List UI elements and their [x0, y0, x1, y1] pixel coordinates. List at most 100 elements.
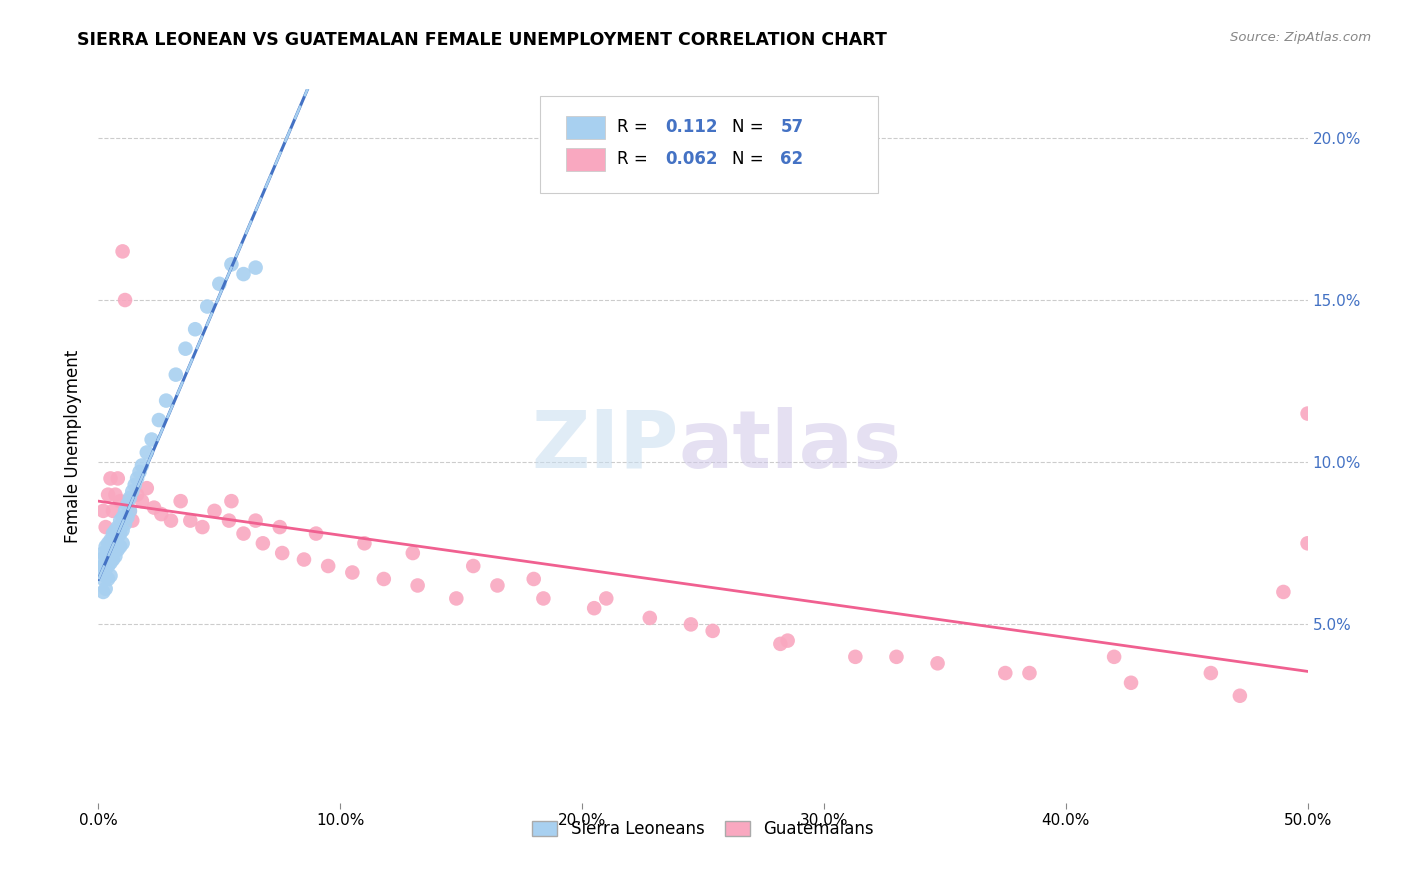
Point [114, 293, 136, 307]
Point [104, 488, 127, 502]
Point [101, 504, 124, 518]
Point [107, 520, 129, 534]
Point [292, 552, 315, 566]
Point [100, 542, 122, 557]
Point [127, 488, 149, 502]
Point [1102, 649, 1125, 664]
Text: 57: 57 [780, 118, 803, 136]
Point [769, 637, 792, 651]
Point [90, 552, 112, 566]
Point [97, 546, 120, 560]
Point [583, 601, 606, 615]
Point [155, 393, 177, 408]
Point [111, 536, 134, 550]
Point [1272, 585, 1295, 599]
Point [91, 546, 114, 560]
Text: R =: R = [617, 150, 654, 168]
Point [94, 520, 117, 534]
Point [101, 552, 124, 566]
Point [101, 526, 124, 541]
Point [316, 559, 339, 574]
Point [406, 578, 429, 592]
Point [1296, 536, 1319, 550]
Point [100, 556, 122, 570]
Point [1229, 689, 1251, 703]
Point [91, 572, 114, 586]
FancyBboxPatch shape [567, 116, 605, 139]
Point [208, 277, 231, 291]
Point [117, 494, 139, 508]
Text: N =: N = [733, 150, 769, 168]
Point [776, 633, 799, 648]
Point [232, 267, 254, 281]
Point [184, 322, 207, 336]
Point [195, 300, 218, 314]
Point [486, 578, 509, 592]
Point [107, 471, 129, 485]
Text: ZIP: ZIP [531, 407, 679, 485]
Point [638, 611, 661, 625]
Point [143, 500, 166, 515]
Point [91, 504, 114, 518]
FancyBboxPatch shape [540, 96, 879, 193]
Y-axis label: Female Unemployment: Female Unemployment [63, 350, 82, 542]
Point [353, 536, 375, 550]
Point [373, 572, 395, 586]
Point [135, 481, 157, 495]
Point [204, 504, 226, 518]
Point [91, 585, 114, 599]
Point [94, 582, 117, 596]
Point [108, 540, 131, 554]
Point [108, 494, 131, 508]
Point [1018, 666, 1040, 681]
Point [97, 559, 120, 574]
Point [221, 494, 243, 508]
Point [342, 566, 364, 580]
Point [269, 520, 291, 534]
Point [523, 572, 546, 586]
Point [117, 510, 139, 524]
Point [97, 572, 120, 586]
Point [108, 526, 131, 541]
Text: 0.112: 0.112 [665, 118, 718, 136]
Point [127, 471, 149, 485]
Point [221, 257, 243, 271]
Point [100, 533, 122, 547]
FancyBboxPatch shape [567, 148, 605, 171]
Point [844, 649, 866, 664]
Point [174, 342, 197, 356]
Point [124, 478, 146, 492]
Point [994, 666, 1017, 681]
Point [232, 526, 254, 541]
Point [111, 524, 134, 538]
Point [104, 536, 127, 550]
Point [121, 484, 143, 499]
Point [141, 433, 163, 447]
Point [1119, 675, 1142, 690]
Point [97, 536, 120, 550]
Point [245, 260, 267, 275]
Text: SIERRA LEONEAN VS GUATEMALAN FEMALE UNEMPLOYMENT CORRELATION CHART: SIERRA LEONEAN VS GUATEMALAN FEMALE UNEM… [77, 31, 887, 49]
Point [927, 657, 949, 671]
Point [104, 549, 127, 564]
Point [150, 507, 173, 521]
Point [128, 465, 150, 479]
Point [402, 546, 425, 560]
Point [135, 445, 157, 459]
Point [218, 514, 240, 528]
Point [271, 546, 294, 560]
Point [446, 591, 468, 606]
Point [121, 514, 143, 528]
Point [702, 624, 724, 638]
Point [101, 540, 124, 554]
Point [118, 504, 141, 518]
Point [114, 504, 136, 518]
Text: Source: ZipAtlas.com: Source: ZipAtlas.com [1230, 31, 1371, 45]
Text: N =: N = [733, 118, 769, 136]
Point [94, 559, 117, 574]
Text: atlas: atlas [679, 407, 901, 485]
Point [100, 568, 122, 582]
Point [679, 617, 702, 632]
Point [179, 514, 201, 528]
Point [1199, 666, 1222, 681]
